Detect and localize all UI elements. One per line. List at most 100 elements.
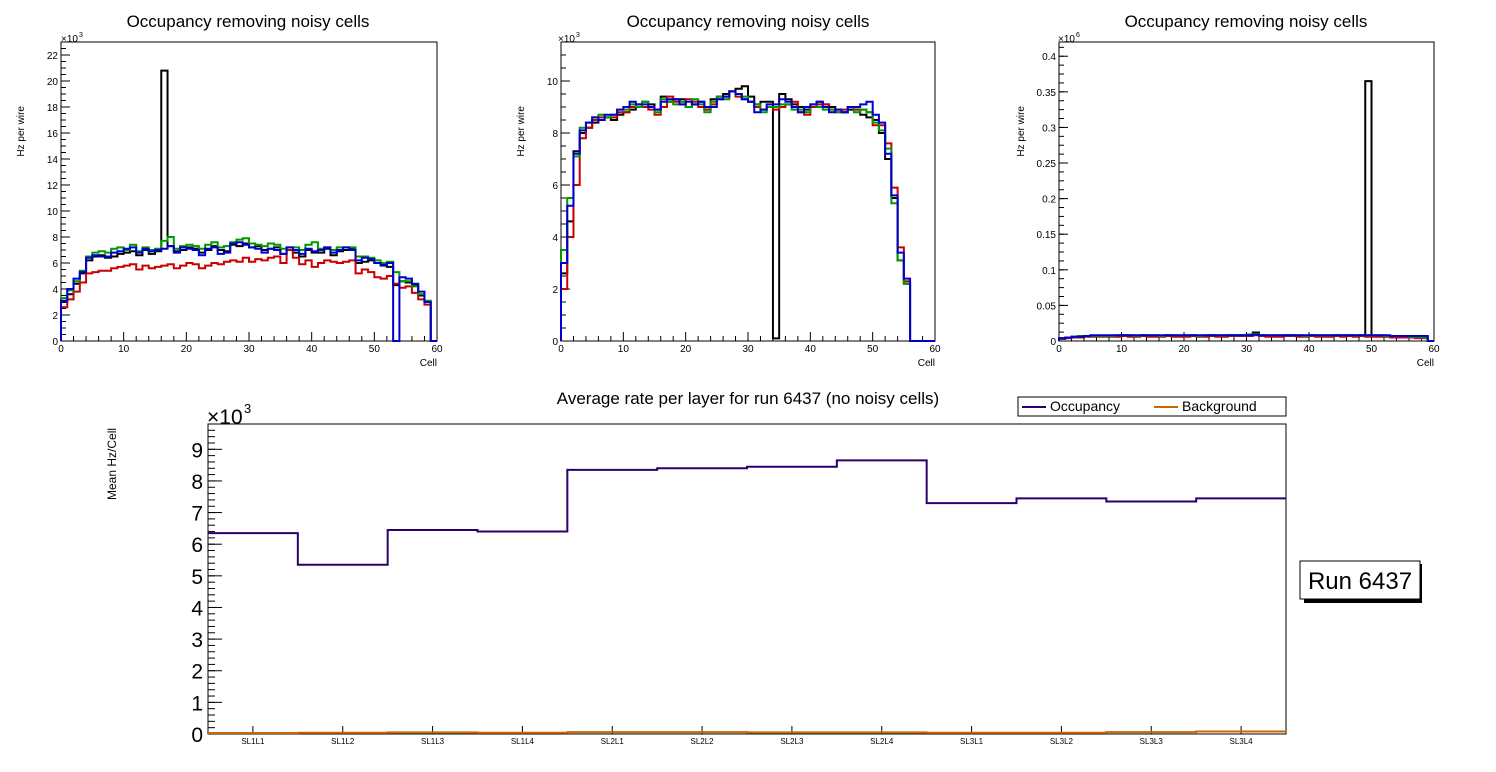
panel-3-frame bbox=[1058, 41, 1435, 342]
p4-xtick-label: SL1L2 bbox=[331, 737, 355, 746]
p2-xtick-label: 50 bbox=[867, 344, 879, 355]
panel-3-xlabel: Cell bbox=[1417, 358, 1434, 369]
p3-series-blue bbox=[1058, 333, 1434, 342]
panel-1-exponent: ×10 3 bbox=[61, 32, 83, 45]
p3-ytick-label: 0.25 bbox=[1037, 159, 1057, 170]
p4-series-occupancy bbox=[208, 459, 1286, 566]
p1-xtick-label: 20 bbox=[181, 344, 193, 355]
p4-xtick-label: SL1L1 bbox=[241, 737, 265, 746]
p2-ytick-label: 10 bbox=[547, 77, 559, 88]
p3-xtick-label: 40 bbox=[1303, 344, 1315, 355]
panel-4-ylabel: Mean Hz/Cell bbox=[105, 428, 119, 500]
p1-ytick-label: 14 bbox=[47, 155, 59, 166]
p4-ytick-label: 2 bbox=[191, 661, 203, 684]
p4-ytick-label: 8 bbox=[191, 471, 203, 494]
p3-ytick-label: 0.35 bbox=[1037, 88, 1057, 99]
panel-1-title: Occupancy removing noisy cells bbox=[127, 12, 370, 31]
p3-ytick-label: 0.3 bbox=[1042, 123, 1056, 134]
panel-2-exponent: ×10 3 bbox=[558, 32, 580, 45]
p4-ytick-label: 9 bbox=[191, 439, 203, 462]
run-label-text: Run 6437 bbox=[1308, 568, 1412, 595]
p2-ytick-label: 2 bbox=[552, 285, 558, 296]
p3-xtick-label: 60 bbox=[1428, 344, 1440, 355]
p1-series-blue bbox=[60, 241, 437, 342]
p1-xtick-label: 40 bbox=[306, 344, 318, 355]
p3-xtick-label: 0 bbox=[1056, 344, 1062, 355]
p2-xtick-label: 60 bbox=[929, 344, 941, 355]
legend-occupancy-label: Occupancy bbox=[1050, 398, 1120, 414]
p4-ytick-label: 6 bbox=[191, 534, 203, 557]
p1-ytick-label: 20 bbox=[47, 77, 59, 88]
panel-4: Average rate per layer for run 6437 (no … bbox=[105, 389, 1287, 747]
p4-xtick-label: SL1L3 bbox=[421, 737, 445, 746]
panel-1-xlabel: Cell bbox=[420, 358, 437, 369]
panel-4-title: Average rate per layer for run 6437 (no … bbox=[557, 389, 939, 408]
p1-xtick-label: 10 bbox=[118, 344, 130, 355]
p1-ytick-label: 6 bbox=[52, 259, 58, 270]
panel-2-exponent-power: 3 bbox=[576, 32, 580, 39]
p2-xtick-label: 0 bbox=[558, 344, 564, 355]
p1-ytick-label: 12 bbox=[47, 181, 59, 192]
p1-series-red bbox=[60, 249, 437, 342]
panel-2-ylabel: Hz per wire bbox=[516, 106, 527, 157]
p4-ytick-label: 1 bbox=[191, 692, 203, 715]
panel-3-exponent-power: 6 bbox=[1076, 32, 1080, 39]
panel-2: Occupancy removing noisy cells Hz per wi… bbox=[516, 12, 941, 369]
run-label-frame bbox=[1299, 560, 1421, 600]
panel-2-title: Occupancy removing noisy cells bbox=[627, 12, 870, 31]
p1-xtick-label: 50 bbox=[369, 344, 381, 355]
run-label-box: Run 6437 bbox=[1299, 560, 1422, 603]
p2-xtick-label: 20 bbox=[680, 344, 692, 355]
p1-ytick-label: 4 bbox=[52, 285, 58, 296]
p2-ytick-label: 4 bbox=[552, 233, 558, 244]
panel-3-exponent: ×10 6 bbox=[1058, 32, 1080, 45]
legend: Occupancy Background bbox=[1017, 396, 1287, 417]
p1-xtick-label: 60 bbox=[431, 344, 443, 355]
p3-ytick-label: 0.05 bbox=[1037, 301, 1057, 312]
p4-ytick-label: 7 bbox=[191, 503, 203, 526]
p4-xtick-label: SL2L4 bbox=[870, 737, 894, 746]
p4-ytick-label: 0 bbox=[191, 724, 203, 747]
p4-xtick-label: SL2L2 bbox=[691, 737, 715, 746]
svg-text:×10: ×10 bbox=[1058, 34, 1075, 45]
p3-ytick-label: 0.1 bbox=[1042, 266, 1056, 277]
p1-xtick-label: 30 bbox=[243, 344, 255, 355]
panel-4-frame bbox=[207, 423, 1287, 735]
p2-ytick-label: 8 bbox=[552, 129, 558, 140]
panel-3: Occupancy removing noisy cells Hz per wi… bbox=[1016, 12, 1440, 369]
p4-series-background bbox=[208, 730, 1286, 735]
p3-xtick-label: 50 bbox=[1366, 344, 1378, 355]
p1-xtick-label: 0 bbox=[58, 344, 64, 355]
p2-xtick-label: 30 bbox=[742, 344, 754, 355]
panel-4-exponent: ×10 3 bbox=[207, 401, 251, 429]
p3-xtick-label: 10 bbox=[1116, 344, 1128, 355]
panel-3-title: Occupancy removing noisy cells bbox=[1125, 12, 1368, 31]
p1-ytick-label: 18 bbox=[47, 103, 59, 114]
svg-text:×10: ×10 bbox=[61, 34, 78, 45]
p1-ytick-label: 2 bbox=[52, 311, 58, 322]
p4-ytick-label: 4 bbox=[191, 597, 203, 620]
p3-series-black bbox=[1058, 80, 1434, 342]
p3-ytick-label: 0.15 bbox=[1037, 230, 1057, 241]
panel-1: Occupancy removing noisy cells Hz per wi… bbox=[16, 12, 443, 369]
p1-ytick-label: 10 bbox=[47, 207, 59, 218]
p1-ytick-label: 16 bbox=[47, 129, 59, 140]
p4-xtick-label: SL3L1 bbox=[960, 737, 984, 746]
panel-1-exponent-power: 3 bbox=[79, 32, 83, 39]
p4-xtick-label: SL3L4 bbox=[1230, 737, 1254, 746]
p4-xtick-label: SL3L3 bbox=[1140, 737, 1164, 746]
p1-series-green bbox=[60, 236, 437, 342]
p4-xtick-label: SL2L3 bbox=[780, 737, 804, 746]
panel-3-ylabel: Hz per wire bbox=[1016, 106, 1027, 157]
p4-ytick-label: 3 bbox=[191, 629, 203, 652]
p2-ytick-label: 6 bbox=[552, 181, 558, 192]
p1-ytick-label: 22 bbox=[47, 51, 59, 62]
panel-2-xlabel: Cell bbox=[918, 358, 935, 369]
p4-xtick-label: SL1L4 bbox=[511, 737, 535, 746]
p2-series-blue bbox=[560, 90, 935, 342]
svg-text:×10: ×10 bbox=[558, 34, 575, 45]
p3-ytick-label: 0.2 bbox=[1042, 195, 1056, 206]
p2-xtick-label: 40 bbox=[805, 344, 817, 355]
panel-4-exponent-power: 3 bbox=[244, 401, 251, 416]
